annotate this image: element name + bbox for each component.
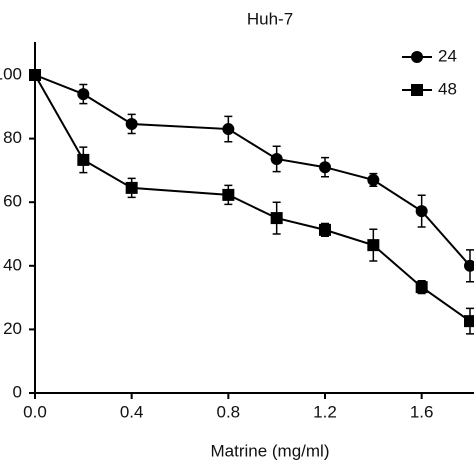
point	[270, 212, 283, 225]
point	[319, 161, 331, 174]
point	[125, 181, 138, 194]
series-line	[34, 74, 471, 322]
point	[77, 153, 90, 166]
point	[29, 69, 41, 81]
legend-label: 48	[438, 79, 457, 98]
point	[77, 88, 90, 101]
point	[270, 152, 283, 165]
x-axis-label: Matrine (mg/ml)	[210, 441, 329, 460]
x-tick-label: 0.8	[217, 402, 241, 421]
point	[222, 123, 235, 136]
point	[415, 205, 428, 218]
point	[222, 188, 235, 201]
x-tick-label: 1.6	[410, 402, 434, 421]
y-tick-label: 100	[0, 64, 22, 83]
point	[319, 223, 331, 236]
point	[125, 117, 138, 130]
legend-label: 24	[438, 46, 457, 65]
x-tick-label: 0.4	[120, 402, 144, 421]
x-tick-label: 0.0	[23, 402, 47, 421]
point	[415, 281, 428, 294]
legend-marker	[411, 51, 423, 63]
legend-marker	[411, 84, 423, 96]
y-tick-label: 20	[3, 319, 22, 338]
y-tick-label: 0	[13, 382, 22, 401]
y-tick-label: 60	[3, 192, 22, 211]
point	[367, 239, 380, 252]
point	[464, 259, 474, 272]
point	[464, 315, 474, 328]
y-tick-label: 40	[3, 255, 22, 274]
y-tick-label: 80	[3, 128, 22, 147]
chart-title: Huh-7	[247, 9, 293, 28]
x-tick-label: 1.2	[313, 402, 337, 421]
point	[367, 173, 380, 186]
